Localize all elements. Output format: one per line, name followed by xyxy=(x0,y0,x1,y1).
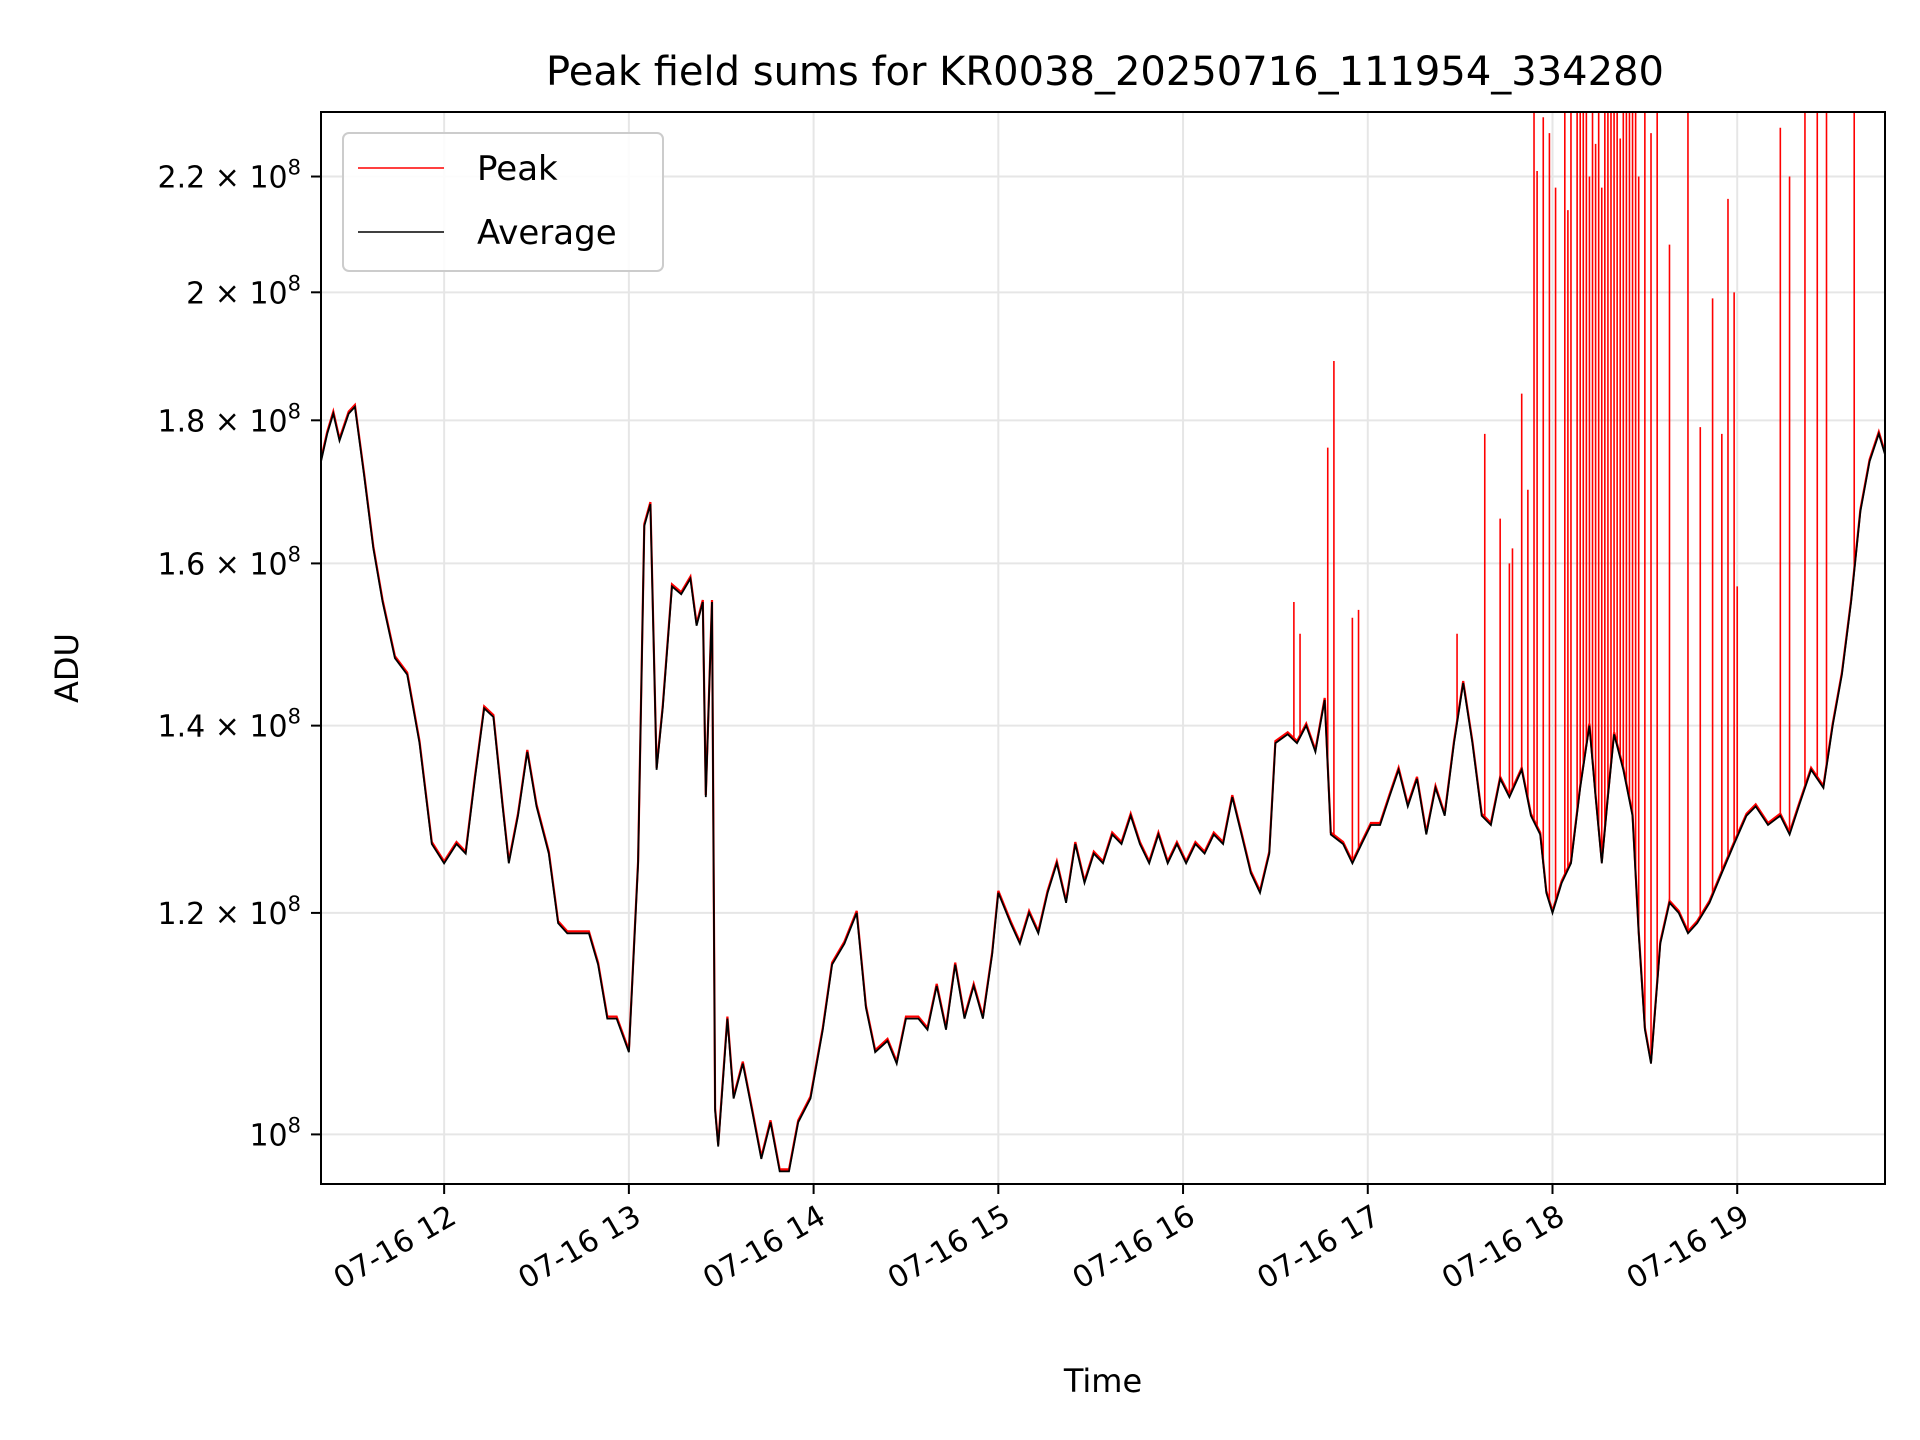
y-tick-label: 1.6 × 108 xyxy=(158,542,301,582)
y-tick-label: 2.2 × 108 xyxy=(158,156,301,196)
x-axis-label: Time xyxy=(1063,1362,1142,1400)
legend: Peak Average xyxy=(342,132,664,272)
y-tick-label: 108 xyxy=(249,1113,301,1153)
legend-peak-label: Peak xyxy=(477,149,558,189)
chart-title: Peak field sums for KR0038_20250716_1119… xyxy=(546,49,1664,95)
legend-average-label: Average xyxy=(477,213,617,253)
plot-area xyxy=(321,112,1885,1173)
series-group xyxy=(321,112,1885,1173)
plot-frame xyxy=(320,111,1886,1185)
y-tick-label: 1.8 × 108 xyxy=(158,399,301,439)
y-tick-label: 1.4 × 108 xyxy=(158,705,301,745)
y-axis: 108 1.2 × 108 1.4 × 108 1.6 × 108 1.8 × 108 2… xyxy=(158,156,321,1153)
y-tick-label: 2 × 108 xyxy=(186,271,301,311)
average-series-line xyxy=(321,404,1885,1173)
y-axis-label: ADU xyxy=(48,633,86,703)
grid xyxy=(321,112,1885,1184)
y-tick-label: 1.2 × 108 xyxy=(158,892,301,932)
